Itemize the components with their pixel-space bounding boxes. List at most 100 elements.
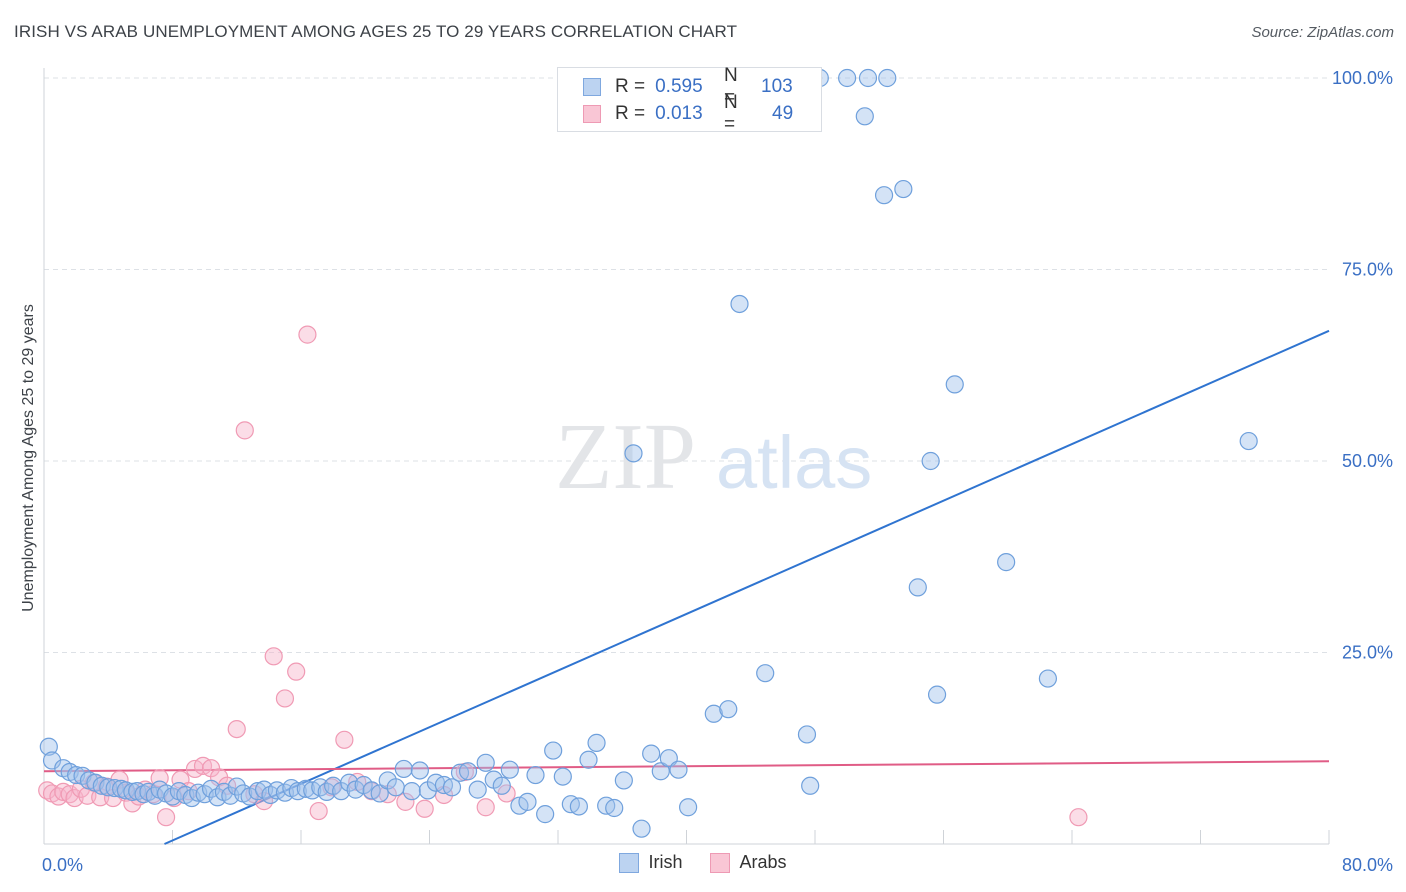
arabs-point-28 — [227, 719, 246, 739]
irish-point-105 — [1038, 669, 1058, 688]
arabs-legend-label: Arabs — [739, 852, 787, 872]
irish-point-96 — [858, 68, 878, 88]
irish-point-50 — [370, 784, 389, 803]
irish-point-74 — [569, 797, 588, 816]
irish-point-35 — [261, 785, 280, 805]
irish-point-103 — [945, 375, 964, 394]
arabs-point-36 — [309, 801, 328, 821]
stats-legend: R = 0.595 N = 103 R = 0.013 N = 49 — [557, 65, 822, 135]
irish-point-40 — [296, 779, 315, 798]
arabs-swatch — [583, 105, 601, 123]
y-tick-label-0: 25.0% — [1342, 643, 1393, 663]
y-tick-label-3: 100.0% — [1332, 68, 1393, 88]
irish-point-55 — [410, 761, 429, 780]
irish-point-66 — [500, 760, 519, 779]
arabs-point-35 — [298, 325, 317, 344]
irish-point-100 — [908, 578, 927, 597]
irish-legend-label: Irish — [648, 852, 683, 872]
irish-point-76 — [587, 733, 606, 752]
irish-point-62 — [468, 780, 487, 799]
irish-point-81 — [632, 819, 651, 838]
irish-point-59 — [442, 778, 462, 797]
irish-point-106 — [1239, 431, 1258, 451]
source-label: Source: ZipAtlas.com — [1251, 24, 1394, 41]
arabs-point-32 — [264, 647, 283, 666]
chart-title: IRISH VS ARAB UNEMPLOYMENT AMONG AGES 25… — [14, 22, 738, 41]
irish-point-75 — [579, 750, 598, 769]
arabs-point-19 — [156, 808, 176, 827]
irish-point-53 — [394, 759, 413, 779]
arabs-legend-swatch — [710, 852, 731, 873]
points-layer — [38, 68, 1258, 838]
arabs-point-29 — [235, 421, 254, 440]
irish-point-102 — [927, 685, 947, 704]
trend-line-irish — [164, 329, 1330, 845]
irish-r-value: 0.595 — [655, 76, 703, 97]
irish-point-94 — [838, 68, 857, 88]
arabs-point-46 — [476, 798, 495, 817]
arabs-point-48 — [1069, 808, 1088, 827]
x-tick-label-0: 0.0% — [42, 855, 83, 875]
irish-point-82 — [642, 744, 661, 763]
irish-point-87 — [704, 704, 723, 723]
arabs-r-label: R = — [615, 103, 646, 124]
irish-point-68 — [518, 792, 537, 811]
irish-point-85 — [669, 760, 688, 779]
irish-point-90 — [756, 664, 775, 683]
series-legend: Irish Arabs — [0, 852, 1406, 873]
irish-point-78 — [605, 798, 624, 818]
x-tick-label-1: 80.0% — [1342, 855, 1393, 875]
irish-point-98 — [878, 68, 897, 88]
irish-point-101 — [921, 451, 940, 471]
irish-point-13 — [123, 782, 142, 802]
arabs-n-value: 49 — [772, 103, 794, 124]
irish-point-92 — [801, 776, 820, 795]
arabs-r-value: 0.013 — [655, 103, 703, 124]
legend-item-irish[interactable]: Irish — [619, 852, 682, 873]
irish-point-54 — [402, 782, 421, 801]
arabs-point-0 — [38, 781, 57, 800]
y-tick-label-1: 50.0% — [1342, 451, 1393, 471]
watermark: ZIP atlas — [555, 405, 872, 509]
irish-point-30 — [227, 777, 246, 796]
arabs-point-43 — [415, 799, 434, 818]
watermark-atlas: atlas — [716, 421, 872, 504]
irish-point-52 — [386, 778, 405, 797]
tick-labels: 25.0% 50.0% 75.0% 100.0% 0.0% 80.0% — [42, 68, 1393, 875]
irish-point-71 — [544, 741, 563, 760]
stats-row-irish: R = 0.595 N = 103 — [558, 65, 793, 108]
irish-point-89 — [730, 294, 749, 314]
y-tick-label-2: 75.0% — [1342, 260, 1393, 280]
irish-r-label: R = — [615, 76, 646, 97]
irish-point-86 — [679, 798, 698, 817]
irish-point-61 — [458, 762, 478, 781]
legend-item-arabs[interactable]: Arabs — [710, 852, 787, 873]
irish-point-65 — [492, 776, 511, 795]
irish-point-104 — [997, 553, 1016, 572]
irish-point-80 — [624, 444, 643, 463]
irish-point-88 — [719, 700, 738, 719]
irish-point-95 — [855, 107, 874, 126]
irish-point-10 — [105, 778, 124, 798]
irish-legend-swatch — [619, 852, 640, 873]
grid-layer — [44, 77, 1329, 653]
irish-n-label: N = — [724, 65, 738, 108]
irish-point-79 — [614, 771, 633, 790]
arabs-point-42 — [396, 792, 415, 811]
y-axis-label: Unemployment Among Ages 25 to 29 years — [20, 304, 37, 612]
irish-point-46 — [340, 773, 359, 792]
axes-layer — [43, 68, 1330, 845]
irish-swatch — [583, 78, 601, 96]
arabs-point-34 — [287, 662, 306, 681]
arabs-n-label: N = — [724, 92, 738, 135]
irish-point-83 — [651, 762, 670, 781]
arabs-point-38 — [335, 730, 354, 749]
irish-point-63 — [476, 753, 495, 772]
irish-point-70 — [536, 805, 555, 824]
irish-point-91 — [797, 725, 817, 744]
irish-point-72 — [553, 767, 572, 786]
irish-point-99 — [894, 179, 913, 199]
irish-point-97 — [874, 186, 894, 205]
irish-n-value: 103 — [761, 76, 793, 97]
